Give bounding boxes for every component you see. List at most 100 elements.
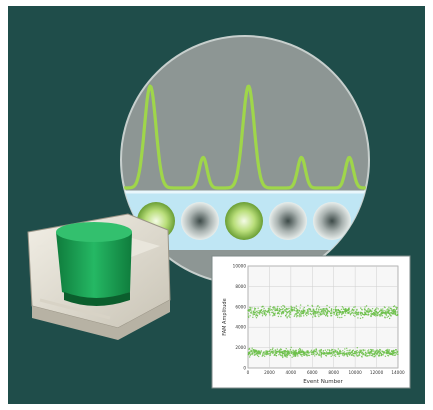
scatter-point (263, 307, 265, 310)
scatter-point (293, 306, 295, 309)
scatter-point (334, 349, 336, 351)
y-tick-labels: 0 2000 4000 6000 8000 10000 (233, 264, 247, 371)
scatter-point (330, 351, 333, 354)
scatter-point (365, 305, 368, 307)
scatter-point (249, 351, 252, 353)
scatter-point (341, 316, 343, 319)
scatter-point (283, 311, 285, 313)
scatter-point (375, 310, 377, 313)
scatter-point (290, 350, 293, 353)
scatter-point (257, 307, 259, 309)
scatter-point (349, 311, 351, 313)
scatter-point (312, 316, 314, 318)
scatter-point (272, 311, 274, 313)
scatter-point (247, 313, 249, 315)
scatter-point (353, 306, 355, 308)
scatter-point (335, 351, 337, 353)
scatter-point (294, 314, 296, 316)
scatter-point (324, 349, 327, 351)
scatter-point (337, 309, 340, 312)
x-tick-label: 10000 (348, 370, 362, 375)
scatter-point (329, 349, 331, 352)
scatter-point (315, 309, 318, 311)
scatter-point (392, 305, 395, 308)
data-points (247, 304, 399, 359)
x-axis-label: Event Number (303, 379, 343, 385)
scatter-point (274, 352, 276, 354)
scatter-point (360, 307, 362, 309)
scatter-point (389, 313, 391, 315)
scatter-point (373, 352, 376, 355)
scatter-point (315, 348, 318, 351)
scatter-point (248, 351, 251, 353)
scatter-point (256, 353, 258, 355)
scatter-point (299, 311, 302, 313)
scatter-point (333, 351, 336, 354)
scatter-point (283, 305, 286, 307)
scatter-point (377, 308, 379, 310)
scatter-point (385, 311, 387, 314)
scatter-point (292, 351, 295, 354)
scatter-point (251, 353, 253, 356)
scatter-point (374, 310, 376, 312)
scatter-point (367, 352, 369, 354)
scatter-point (346, 312, 349, 314)
scatter-point (346, 310, 348, 313)
scatter-plot-inset: 0 2000 4000 6000 8000 10000 12000 14000 0 2000 40… (211, 255, 411, 389)
scatter-point (364, 349, 366, 351)
scatter-point (382, 351, 385, 354)
scatter-point (314, 312, 316, 315)
scatter-point (315, 351, 318, 353)
scatter-point (328, 352, 330, 355)
scatter-point (262, 354, 264, 356)
scatter-point (317, 310, 320, 312)
scatter-point (325, 352, 327, 355)
scatter-point (273, 354, 275, 356)
scatter-point (364, 353, 366, 356)
scatter-point (292, 349, 294, 351)
scatter-point (285, 355, 287, 358)
scatter-point (338, 350, 341, 353)
scatter-point (335, 314, 337, 317)
scatter-point (248, 352, 250, 355)
scatter-point (364, 351, 367, 354)
scatter-point (247, 315, 250, 317)
scatter-point (362, 348, 364, 351)
scatter-point (293, 309, 296, 312)
scatter-point (328, 306, 331, 309)
scatter-point (381, 315, 384, 317)
y-tick-label: 6000 (235, 304, 246, 309)
x-tick-label: 12000 (370, 370, 384, 375)
scatter-point (386, 312, 388, 315)
scatter-point (372, 350, 374, 353)
scatter-point (330, 311, 332, 313)
scatter-point (382, 354, 384, 356)
scatter-point (327, 310, 329, 313)
scatter-point (249, 309, 252, 311)
scatter-point (326, 352, 328, 355)
scatter-point (307, 352, 310, 354)
scatter-point (285, 348, 287, 350)
y-tick-label: 0 (243, 366, 246, 371)
scatter-point (349, 352, 352, 354)
scatter-point (374, 312, 376, 314)
scatter-point (301, 312, 303, 315)
scatter-point (296, 314, 298, 317)
scatter-point (286, 312, 289, 314)
scatter-point (340, 351, 342, 353)
scatter-point (302, 312, 305, 315)
scatter-point (322, 308, 324, 310)
scatter-point (348, 309, 350, 311)
scatter-point (286, 316, 288, 318)
scatter-point (261, 355, 263, 357)
y-tick-label: 2000 (235, 345, 246, 350)
scatter-point (283, 350, 285, 352)
scatter-point (359, 311, 362, 314)
scatter-point (295, 307, 298, 310)
scatter-point (341, 354, 344, 356)
scatter-point (264, 310, 266, 312)
scatter-point (378, 314, 380, 316)
scatter-point (370, 350, 372, 353)
scatter-point (282, 304, 284, 307)
x-tick-label: 6000 (307, 370, 318, 375)
